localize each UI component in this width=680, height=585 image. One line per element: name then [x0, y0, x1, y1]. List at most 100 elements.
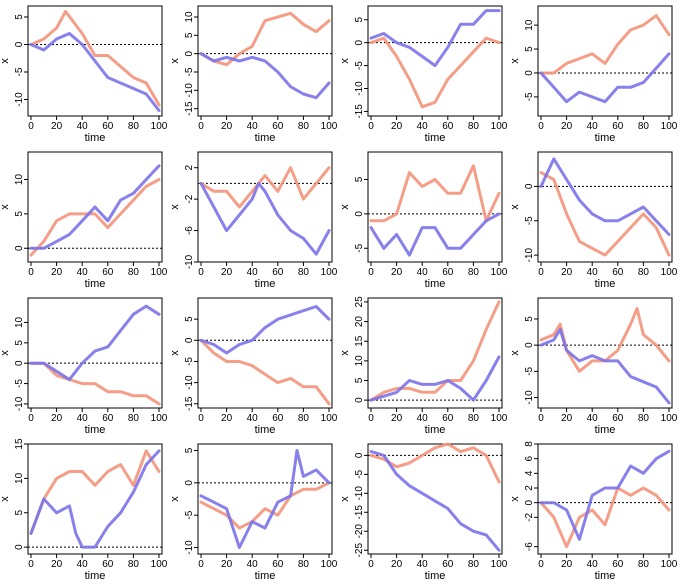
plot-frame [197, 443, 333, 555]
x-axis-label: time [595, 570, 616, 582]
x-tick-label: 0 [28, 559, 34, 570]
plot-frame [367, 151, 503, 263]
x-tick-label: 20 [561, 121, 573, 132]
y-tick-label: 4 [524, 470, 535, 476]
panel-10: 0 20 40 60 80 100 time -15 -10 -5 0 5 x [169, 297, 338, 436]
y-tick-label: 10 [524, 19, 535, 31]
x-tick-label: 80 [128, 121, 140, 132]
y-tick-label: -5 [354, 469, 365, 478]
y-tick-label: -10 [184, 540, 195, 555]
y-tick-label: -5 [524, 366, 535, 375]
y-tick-label: 5 [14, 211, 25, 217]
plot-frame [537, 443, 673, 555]
panel-6: 0 20 40 60 80 100 time -10 -6 -2 2 x [169, 151, 338, 290]
panel-1: 0 20 40 60 80 100 time -10 -5 0 5 x [0, 5, 168, 144]
x-tick-label: 20 [221, 413, 233, 424]
x-tick-label: 60 [442, 267, 454, 278]
x-tick-label: 80 [468, 121, 480, 132]
series-line-a [369, 355, 501, 402]
series-line-a [29, 164, 161, 250]
x-tick-label: 40 [417, 267, 429, 278]
x-tick-label: 40 [417, 121, 429, 132]
x-tick-label: 60 [102, 121, 114, 132]
y-tick-label: 2 [524, 485, 535, 491]
x-tick-label: 0 [198, 267, 204, 278]
x-tick-label: 20 [221, 121, 233, 132]
plot-frame [197, 151, 333, 263]
y-tick-label: 5 [354, 17, 365, 23]
x-axis-label: time [425, 278, 446, 290]
x-tick-label: 20 [221, 267, 233, 278]
x-tick-label: 20 [391, 121, 403, 132]
series-line-b [29, 361, 161, 406]
y-tick-label: -10 [184, 254, 195, 269]
y-tick-label: -2 [524, 512, 535, 521]
y-tick-label: 0 [14, 360, 25, 366]
x-tick-label: 40 [77, 121, 89, 132]
series-line-b [369, 442, 501, 484]
y-axis-label: x [169, 204, 181, 210]
x-tick-label: 40 [77, 413, 89, 424]
series-line-b [539, 14, 671, 75]
x-tick-label: 0 [28, 267, 34, 278]
x-tick-label: 80 [298, 121, 310, 132]
x-axis-label: time [255, 424, 276, 436]
x-tick-label: 60 [442, 559, 454, 570]
x-tick-label: 0 [538, 267, 544, 278]
series-line-a [29, 304, 161, 381]
x-tick-label: 40 [417, 559, 429, 570]
y-tick-label: -2 [184, 194, 195, 203]
y-axis-label: x [0, 350, 11, 356]
y-tick-label: -6 [524, 542, 535, 551]
series-line-a [29, 449, 161, 549]
x-tick-label: 0 [368, 413, 374, 424]
x-tick-label: 20 [51, 413, 63, 424]
y-tick-label: 0 [14, 544, 25, 550]
series-line-a [199, 52, 331, 100]
x-tick-label: 40 [247, 121, 259, 132]
y-tick-label: 10 [14, 316, 25, 328]
panel-13: 0 20 40 60 80 100 time 0 5 10 15 x [0, 438, 168, 582]
y-tick-label: 0 [184, 337, 195, 343]
x-tick-label: 20 [561, 559, 573, 570]
x-tick-label: 0 [538, 121, 544, 132]
x-tick-label: 40 [417, 413, 429, 424]
x-tick-label: 0 [198, 121, 204, 132]
series-line-b [29, 10, 161, 107]
series-line-a [199, 181, 331, 256]
y-tick-label: -5 [184, 357, 195, 366]
x-tick-label: 0 [198, 559, 204, 570]
plot-frame [537, 5, 673, 117]
x-tick-label: 0 [368, 559, 374, 570]
y-tick-label: 2 [184, 164, 195, 170]
x-axis-label: time [255, 278, 276, 290]
panel-3: 0 20 40 60 80 100 time -15 -10 -5 0 5 x [339, 5, 508, 144]
x-tick-label: 80 [638, 559, 650, 570]
series-line-b [369, 164, 501, 223]
y-axis-label: x [339, 204, 351, 210]
y-tick-label: 10 [14, 174, 25, 186]
x-tick-label: 40 [247, 559, 259, 570]
y-axis-label: x [509, 350, 521, 356]
y-tick-label: -15 [354, 104, 365, 119]
y-tick-label: -10 [184, 375, 195, 390]
x-tick-label: 60 [442, 121, 454, 132]
y-tick-label: 5 [354, 377, 365, 383]
y-axis-label: x [509, 58, 521, 64]
plot-frame [27, 5, 163, 117]
plot-frame [367, 297, 503, 409]
series-line-a [539, 449, 671, 541]
y-tick-label: 0 [524, 499, 535, 505]
series-line-a [369, 450, 501, 552]
x-tick-label: 60 [612, 413, 624, 424]
y-tick-label: -10 [354, 81, 365, 96]
x-axis-label: time [595, 132, 616, 144]
plot-frame [27, 443, 163, 555]
panel-4: 0 20 40 60 80 100 time -5 0 5 10 x [509, 5, 678, 144]
y-tick-label: 5 [184, 32, 195, 38]
y-axis-label: x [0, 58, 11, 64]
x-tick-label: 0 [28, 413, 34, 424]
x-tick-label: 100 [491, 559, 508, 570]
plot-frame [367, 443, 503, 555]
